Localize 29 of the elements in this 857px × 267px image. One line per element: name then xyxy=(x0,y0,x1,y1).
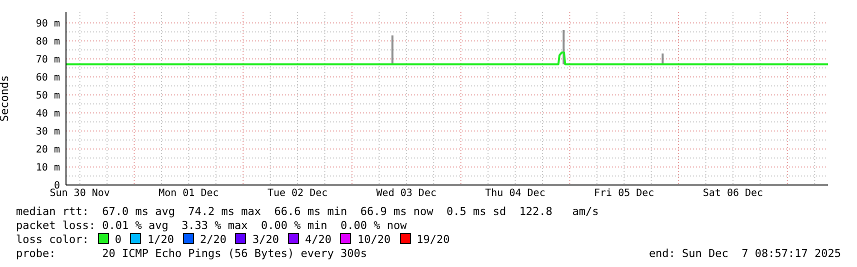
y-tick-label: 10 m xyxy=(36,162,60,174)
x-tick-label: Tue 02 Dec xyxy=(267,188,328,200)
x-tick-label: Fri 05 Dec xyxy=(594,188,654,200)
legend-label: 0 xyxy=(114,233,122,246)
legend-title: loss color: xyxy=(16,233,89,246)
legend-label: 4/20 xyxy=(304,233,332,246)
text: packet loss: 0.01 % avg 3.33 % max 0.00 % min 0.00 % now xyxy=(16,219,408,233)
text: end: Sun Dec 7 08:57:17 2025 xyxy=(648,247,841,261)
legend-label: 10/20 xyxy=(356,233,391,246)
y-tick-label: 40 m xyxy=(36,108,60,120)
x-tick-label: Mon 01 Dec xyxy=(158,188,219,200)
y-tick-label: 60 m xyxy=(36,72,60,84)
y-tick-label: 90 m xyxy=(36,18,60,30)
y-tick-label: 50 m xyxy=(36,90,60,102)
x-tick-label: Wed 03 Dec xyxy=(376,188,437,200)
x-tick-label: Sun 30 Nov xyxy=(50,188,110,200)
y-tick-label: 30 m xyxy=(36,126,60,138)
text: median rtt: 67.0 ms avg 74.2 ms max 66.6 ms min 66.9 ms now 0.5 ms sd 122.8 am/s xyxy=(16,205,599,219)
legend-label: 2/20 xyxy=(198,233,226,246)
y-tick-label: 70 m xyxy=(36,54,60,66)
y-axis-title: Seconds xyxy=(0,75,11,122)
y-tick-label: 20 m xyxy=(36,144,60,156)
legend-label: 3/20 xyxy=(251,233,279,246)
text: probe: 20 ICMP Echo Pings (56 Bytes) every 300s xyxy=(16,247,368,261)
x-tick-label: Thu 04 Dec xyxy=(485,188,546,200)
y-tick-label: 80 m xyxy=(36,36,60,48)
legend-label: 19/20 xyxy=(416,233,450,246)
legend-label: 1/20 xyxy=(146,233,174,246)
x-tick-label: Sat 06 Dec xyxy=(702,188,764,200)
